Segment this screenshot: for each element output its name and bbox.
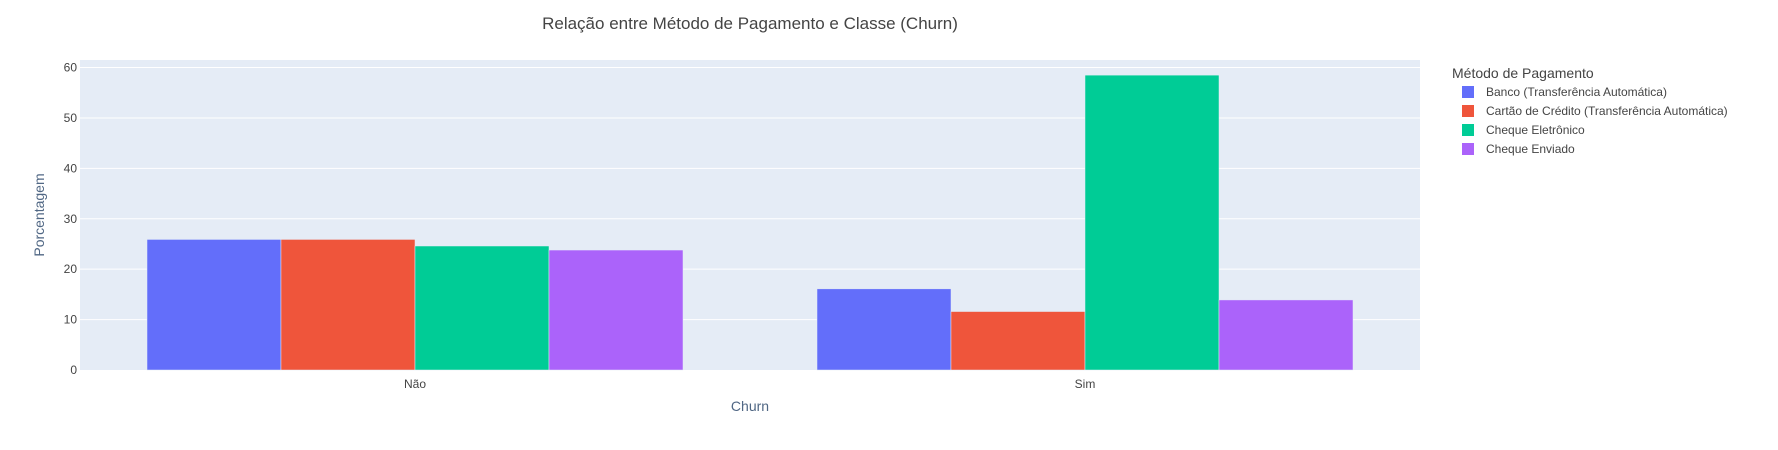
legend: Método de Pagamento Banco (Transferência… xyxy=(1452,65,1728,156)
x-tick-label: Sim xyxy=(1075,377,1096,391)
x-axis-title: Churn xyxy=(731,398,769,414)
bar[interactable] xyxy=(1084,74,1220,371)
bar[interactable] xyxy=(816,288,952,371)
y-tick-label: 0 xyxy=(70,363,77,377)
bar[interactable] xyxy=(548,249,684,371)
y-tick-label: 10 xyxy=(64,313,78,327)
legend-label[interactable]: Cheque Eletrônico xyxy=(1486,123,1585,137)
legend-items: Banco (Transferência Automática) Cartão d… xyxy=(1462,85,1728,156)
bars xyxy=(146,74,1354,371)
x-axis-ticks: Não Sim xyxy=(404,377,1095,391)
legend-label[interactable]: Cheque Enviado xyxy=(1486,142,1575,156)
legend-swatch[interactable] xyxy=(1462,105,1474,117)
y-tick-label: 40 xyxy=(64,161,78,175)
legend-swatch[interactable] xyxy=(1462,143,1474,155)
y-tick-label: 60 xyxy=(64,61,78,75)
legend-label[interactable]: Banco (Transferência Automática) xyxy=(1486,85,1667,99)
bar[interactable] xyxy=(146,239,282,371)
legend-label[interactable]: Cartão de Crédito (Transferência Automát… xyxy=(1486,104,1728,118)
y-tick-label: 50 xyxy=(64,111,78,125)
legend-swatch[interactable] xyxy=(1462,124,1474,136)
legend-swatch[interactable] xyxy=(1462,86,1474,98)
bar[interactable] xyxy=(1218,299,1354,371)
y-tick-label: 20 xyxy=(64,262,78,276)
legend-title: Método de Pagamento xyxy=(1452,65,1594,81)
y-tick-label: 30 xyxy=(64,212,78,226)
bar[interactable] xyxy=(950,311,1086,371)
x-tick-label: Não xyxy=(404,377,426,391)
bar[interactable] xyxy=(414,245,550,371)
y-axis-ticks: 0 10 20 30 40 50 60 xyxy=(64,61,78,377)
bar[interactable] xyxy=(280,239,416,371)
chart-title: Relação entre Método de Pagamento e Clas… xyxy=(542,14,958,33)
y-axis-title: Porcentagem xyxy=(31,173,47,256)
